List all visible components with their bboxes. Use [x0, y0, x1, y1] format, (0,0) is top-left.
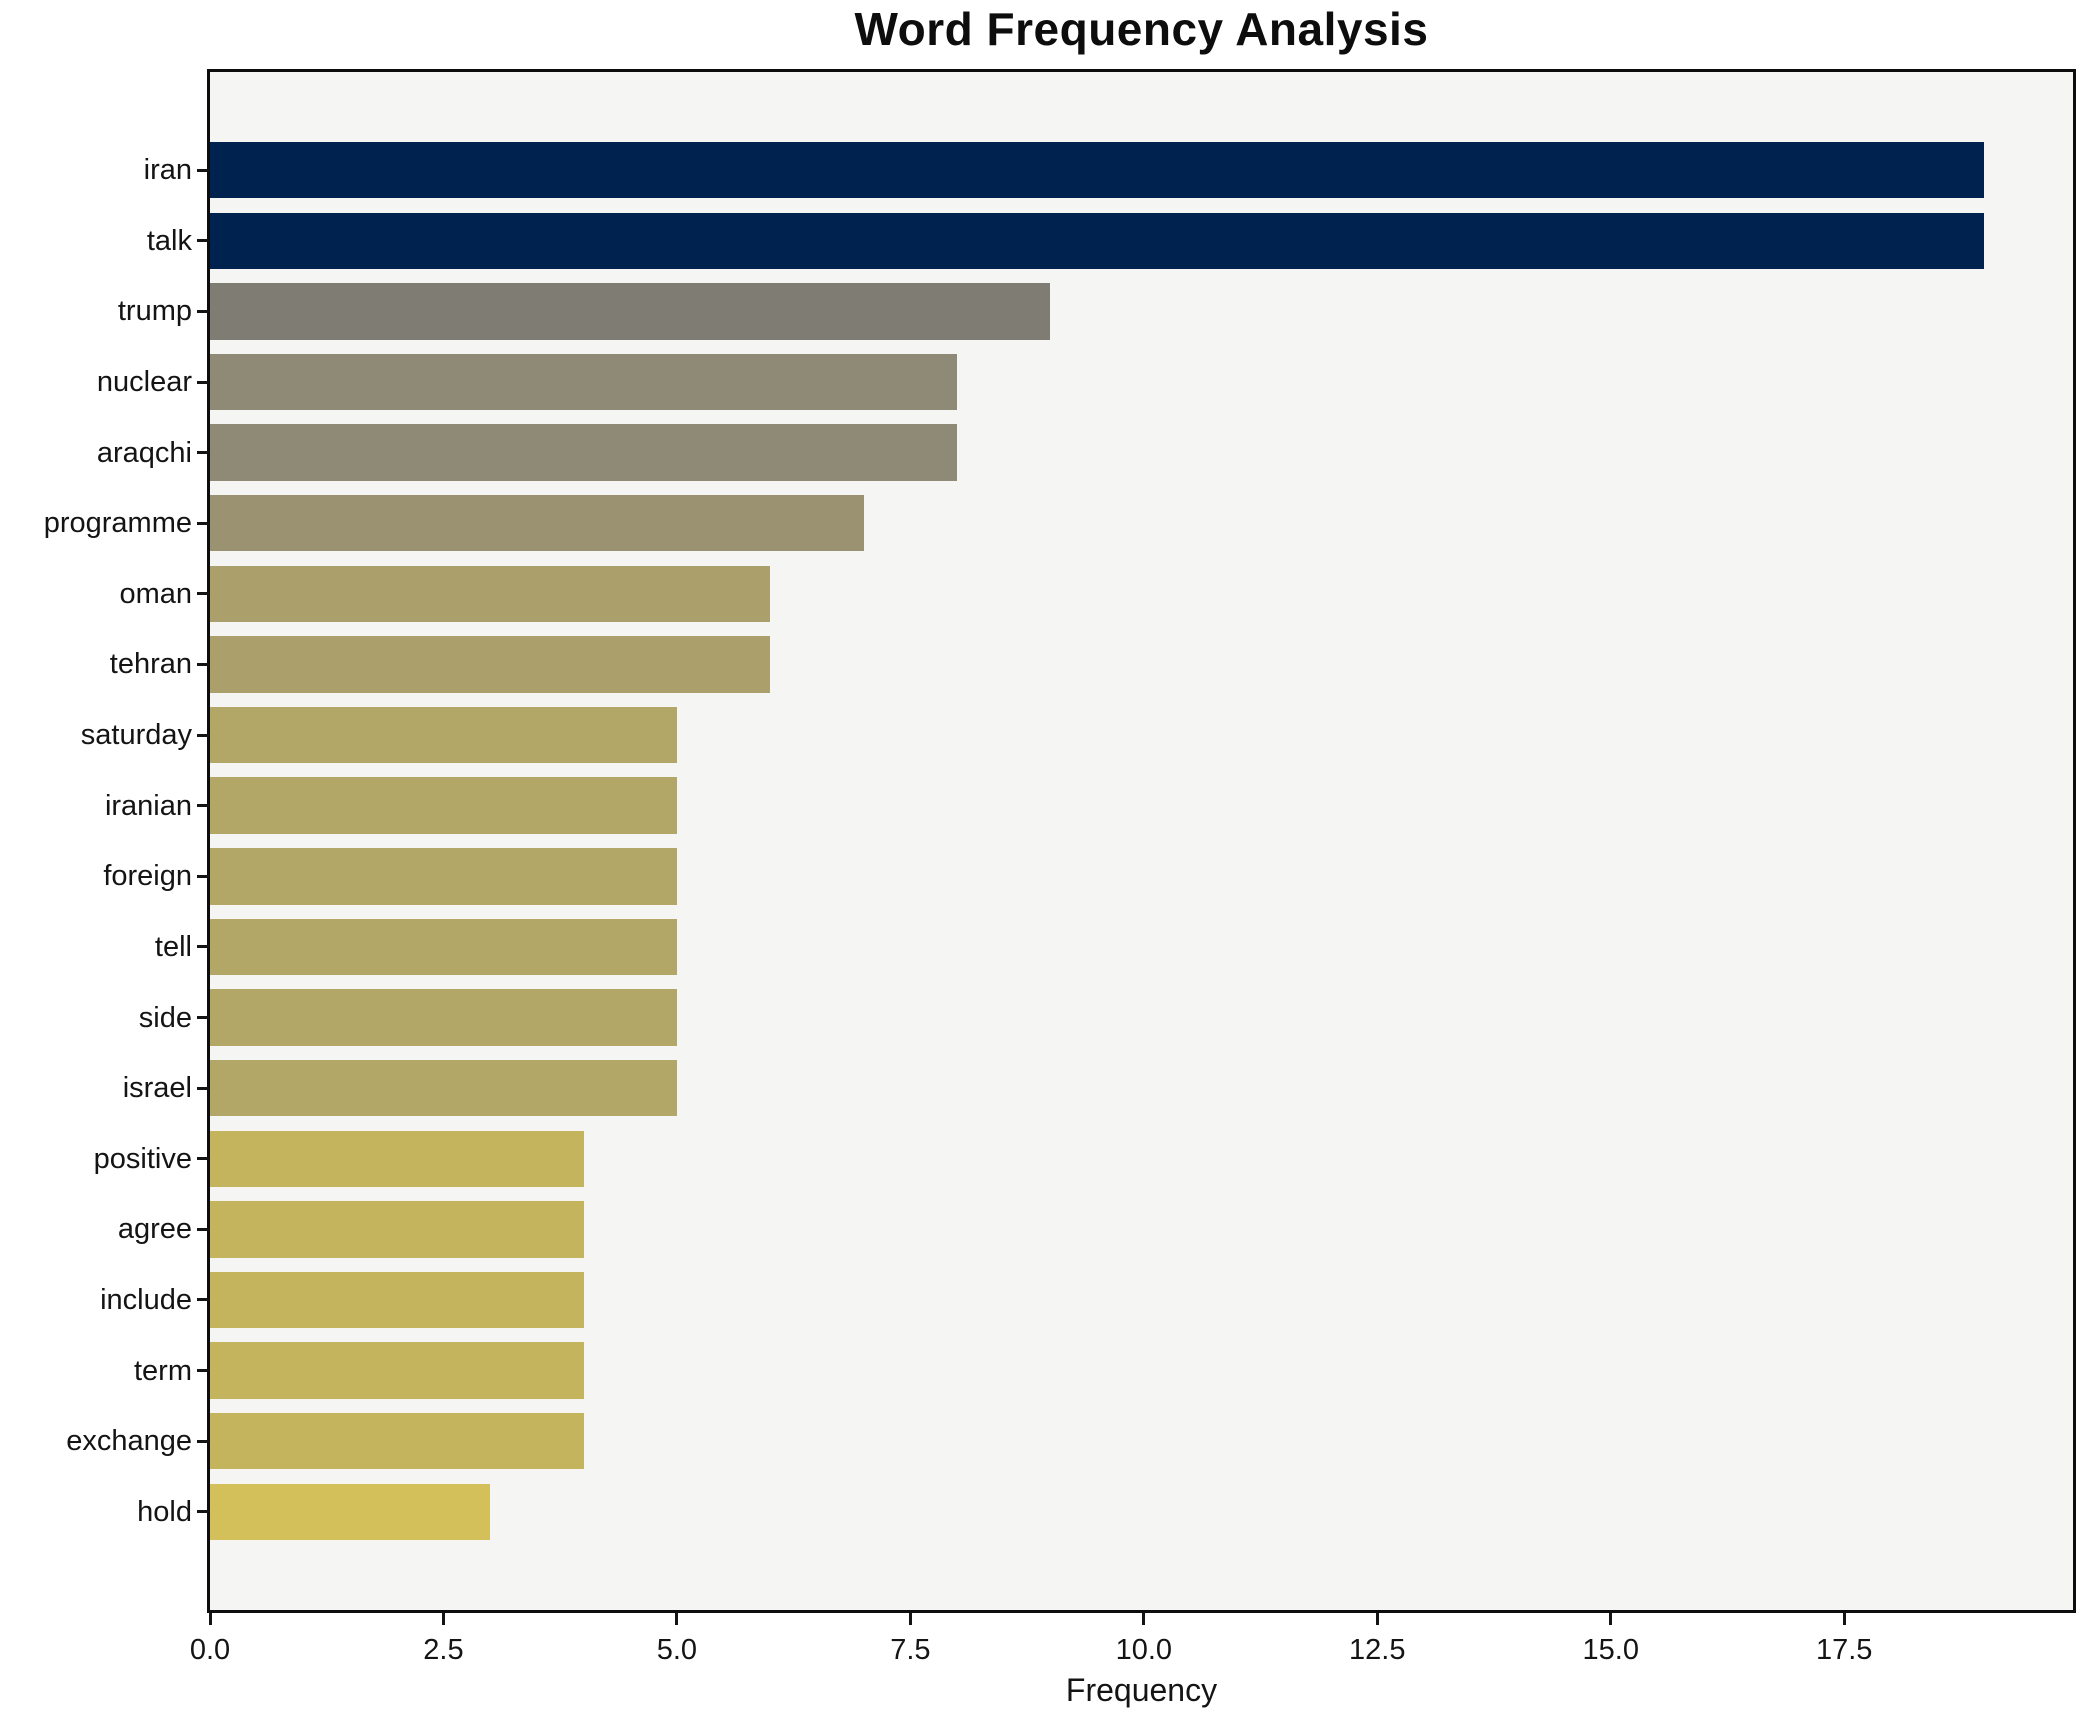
x-tick-mark	[441, 1613, 445, 1625]
y-tick-mark	[197, 733, 209, 737]
y-tick-label-saturday: saturday	[80, 719, 192, 752]
y-tick-label-trump: trump	[117, 295, 192, 328]
y-tick-label-israel: israel	[122, 1072, 192, 1105]
y-tick-label-iran: iran	[143, 154, 192, 187]
y-tick-label-side: side	[138, 1001, 192, 1034]
y-tick-mark	[197, 662, 209, 666]
bar-foreign	[210, 848, 677, 905]
bar-araqchi	[210, 424, 958, 481]
bar-trump	[210, 283, 1051, 340]
x-tick-label-17.5: 17.5	[1815, 1634, 1873, 1666]
bar-oman	[210, 565, 771, 623]
y-tick-mark	[197, 239, 209, 243]
x-tick-label-7.5: 7.5	[890, 1634, 931, 1666]
y-tick-mark	[197, 521, 209, 525]
y-tick-mark	[197, 451, 209, 455]
x-tick-label-0.0: 0.0	[189, 1634, 231, 1666]
bar-side	[210, 989, 677, 1046]
y-tick-label-term: term	[134, 1354, 192, 1387]
y-tick-mark	[197, 380, 209, 384]
y-tick-label-iranian: iranian	[104, 789, 192, 822]
x-tick-label-5.0: 5.0	[656, 1634, 698, 1666]
y-tick-mark	[197, 804, 209, 808]
y-tick-label-exchange: exchange	[66, 1425, 192, 1458]
y-tick-label-nuclear: nuclear	[96, 366, 192, 398]
y-tick-label-include: include	[100, 1283, 192, 1316]
y-tick-mark	[197, 874, 209, 878]
x-tick-mark	[1842, 1613, 1846, 1625]
y-tick-label-agree: agree	[117, 1213, 192, 1246]
y-tick-mark	[197, 1439, 209, 1443]
bar-iran	[210, 141, 1985, 199]
bar-term	[210, 1342, 584, 1399]
y-tick-mark	[197, 1227, 209, 1231]
y-tick-mark	[197, 1298, 209, 1302]
chart-title: Word Frequency Analysis	[854, 3, 1429, 55]
x-tick-mark	[675, 1613, 679, 1625]
bar-include	[210, 1271, 584, 1329]
x-tick-label-10.0: 10.0	[1115, 1634, 1173, 1666]
y-tick-mark	[197, 1086, 209, 1090]
x-tick-mark	[208, 1613, 212, 1625]
x-tick-mark	[908, 1613, 912, 1625]
x-tick-mark	[1609, 1613, 1613, 1625]
y-tick-label-programme: programme	[43, 507, 192, 540]
y-tick-label-foreign: foreign	[103, 860, 192, 893]
y-tick-mark	[197, 945, 209, 949]
bar-tehran	[210, 636, 771, 693]
bar-hold	[210, 1483, 491, 1541]
y-tick-label-tell: tell	[154, 930, 192, 963]
y-tick-label-araqchi: araqchi	[96, 436, 192, 469]
x-tick-label-15.0: 15.0	[1582, 1634, 1639, 1666]
y-tick-mark	[197, 1510, 209, 1514]
x-axis-label: Frequency	[1065, 1672, 1218, 1708]
x-tick-mark	[1142, 1613, 1146, 1625]
y-tick-mark	[197, 1369, 209, 1373]
y-tick-mark	[197, 1157, 209, 1161]
y-tick-mark	[197, 1016, 209, 1020]
y-tick-label-hold: hold	[137, 1495, 192, 1528]
bar-nuclear	[210, 353, 958, 411]
y-tick-label-tehran: tehran	[109, 648, 192, 681]
bar-israel	[210, 1059, 677, 1117]
y-tick-label-oman: oman	[119, 577, 192, 610]
x-tick-mark	[1375, 1613, 1379, 1625]
bar-programme	[210, 494, 864, 552]
bar-iranian	[210, 777, 677, 834]
y-tick-mark	[197, 168, 209, 172]
bar-tell	[210, 918, 677, 976]
bar-exchange	[210, 1412, 584, 1470]
bar-talk	[210, 212, 1985, 269]
y-tick-label-positive: positive	[93, 1142, 192, 1175]
y-tick-label-talk: talk	[146, 224, 192, 257]
bar-agree	[210, 1201, 584, 1258]
plot-area	[207, 69, 2076, 1613]
x-tick-label-2.5: 2.5	[423, 1634, 464, 1666]
x-tick-label-12.5: 12.5	[1349, 1634, 1406, 1666]
y-tick-mark	[197, 592, 209, 596]
bar-saturday	[210, 706, 677, 764]
bar-positive	[210, 1130, 584, 1187]
y-tick-mark	[197, 309, 209, 313]
